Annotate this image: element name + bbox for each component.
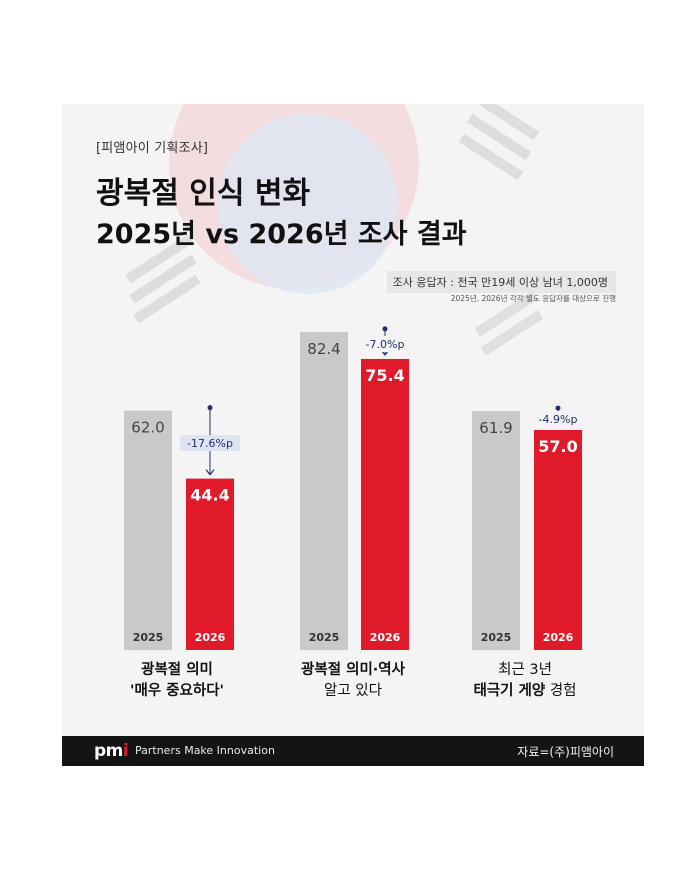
group-label-3: 최근 3년 태극기 게양 경험 [435, 660, 615, 702]
logo-accent-text: i [122, 741, 129, 761]
change-box [528, 411, 588, 428]
logo-text: pm [94, 741, 123, 761]
trigram-left [125, 234, 201, 324]
bar-year-label: 2026 [543, 631, 574, 644]
bar-year-label: 2025 [133, 631, 164, 644]
change-label: -17.6%p [187, 437, 233, 450]
group-label-1: 광복절 의미 '매우 중요하다' [87, 660, 267, 702]
group-label-3-line2-rest: 경험 [545, 683, 577, 699]
group-label-2: 광복절 의미·역사 알고 있다 [263, 660, 443, 702]
change-box [355, 335, 415, 352]
footer-bar: pmi Partners Make Innovation 자료=(주)피앰아이 [62, 736, 644, 766]
pmi-logo: pmi [94, 741, 129, 761]
change-label: -4.9%p [539, 413, 578, 426]
bar-year-label: 2026 [370, 631, 401, 644]
bar-2026-2 [361, 358, 409, 650]
change-label: -7.0%p [366, 338, 405, 351]
group-label-3-line2-bold: 태극기 게양 [473, 683, 546, 699]
bar-year-label: 2026 [195, 631, 226, 644]
bar-value-label: 61.9 [479, 419, 512, 437]
bar-2025-2 [300, 331, 348, 650]
bar-year-label: 2025 [481, 631, 512, 644]
bar-2026-3 [534, 429, 582, 650]
survey-tag: [피앰아이 기획조사] [96, 141, 209, 156]
page-title: 광복절 인식 변화 [96, 176, 311, 211]
footer-tagline: Partners Make Innovation [135, 744, 275, 757]
bar-chart: 62.0 2025 44.4 2026 -17.6%p 82.4 2025 75.4 2026 -… [124, 326, 588, 650]
page-subtitle: 2025년 vs 2026년 조사 결과 [96, 219, 467, 250]
change-arrow [205, 469, 215, 476]
respondents-badge: 조사 응답자 : 전국 만19세 이상 남녀 1,000명 [386, 271, 616, 293]
taegeuk-blue-half [218, 114, 398, 294]
trigram-right-top [458, 104, 540, 181]
group-label-3-line1: 최근 3년 [498, 662, 552, 678]
infographic-card: [피앰아이 기획조사] 광복절 인식 변화 2025년 vs 2026년 조사 … [62, 104, 644, 766]
bar-value-label: 44.4 [190, 486, 229, 505]
group-label-2-line2: 알고 있다 [324, 683, 382, 699]
source-credit: 자료=(주)피앰아이 [517, 745, 614, 759]
group-label-2-line1: 광복절 의미·역사 [301, 662, 405, 678]
respondents-note: 2025년, 2026년 각각 별도 응답자를 대상으로 진행 [450, 294, 616, 303]
trigram-right-bottom [474, 291, 544, 356]
bar-2026-1 [186, 478, 234, 650]
bar-value-label: 62.0 [131, 419, 164, 437]
flag-background [125, 104, 544, 356]
group-label-1-line1: 광복절 의미 [141, 662, 213, 678]
bar-value-label: 75.4 [365, 366, 404, 385]
bar-value-label: 57.0 [538, 437, 577, 456]
group-label-1-line2: '매우 중요하다' [130, 683, 224, 699]
bar-2025-1 [124, 410, 172, 650]
bar-2025-3 [472, 411, 520, 650]
group-label-3-line2: 태극기 게양 경험 [435, 681, 615, 702]
bar-year-label: 2025 [309, 631, 340, 644]
change-box [180, 435, 240, 452]
bar-value-label: 82.4 [307, 340, 340, 358]
